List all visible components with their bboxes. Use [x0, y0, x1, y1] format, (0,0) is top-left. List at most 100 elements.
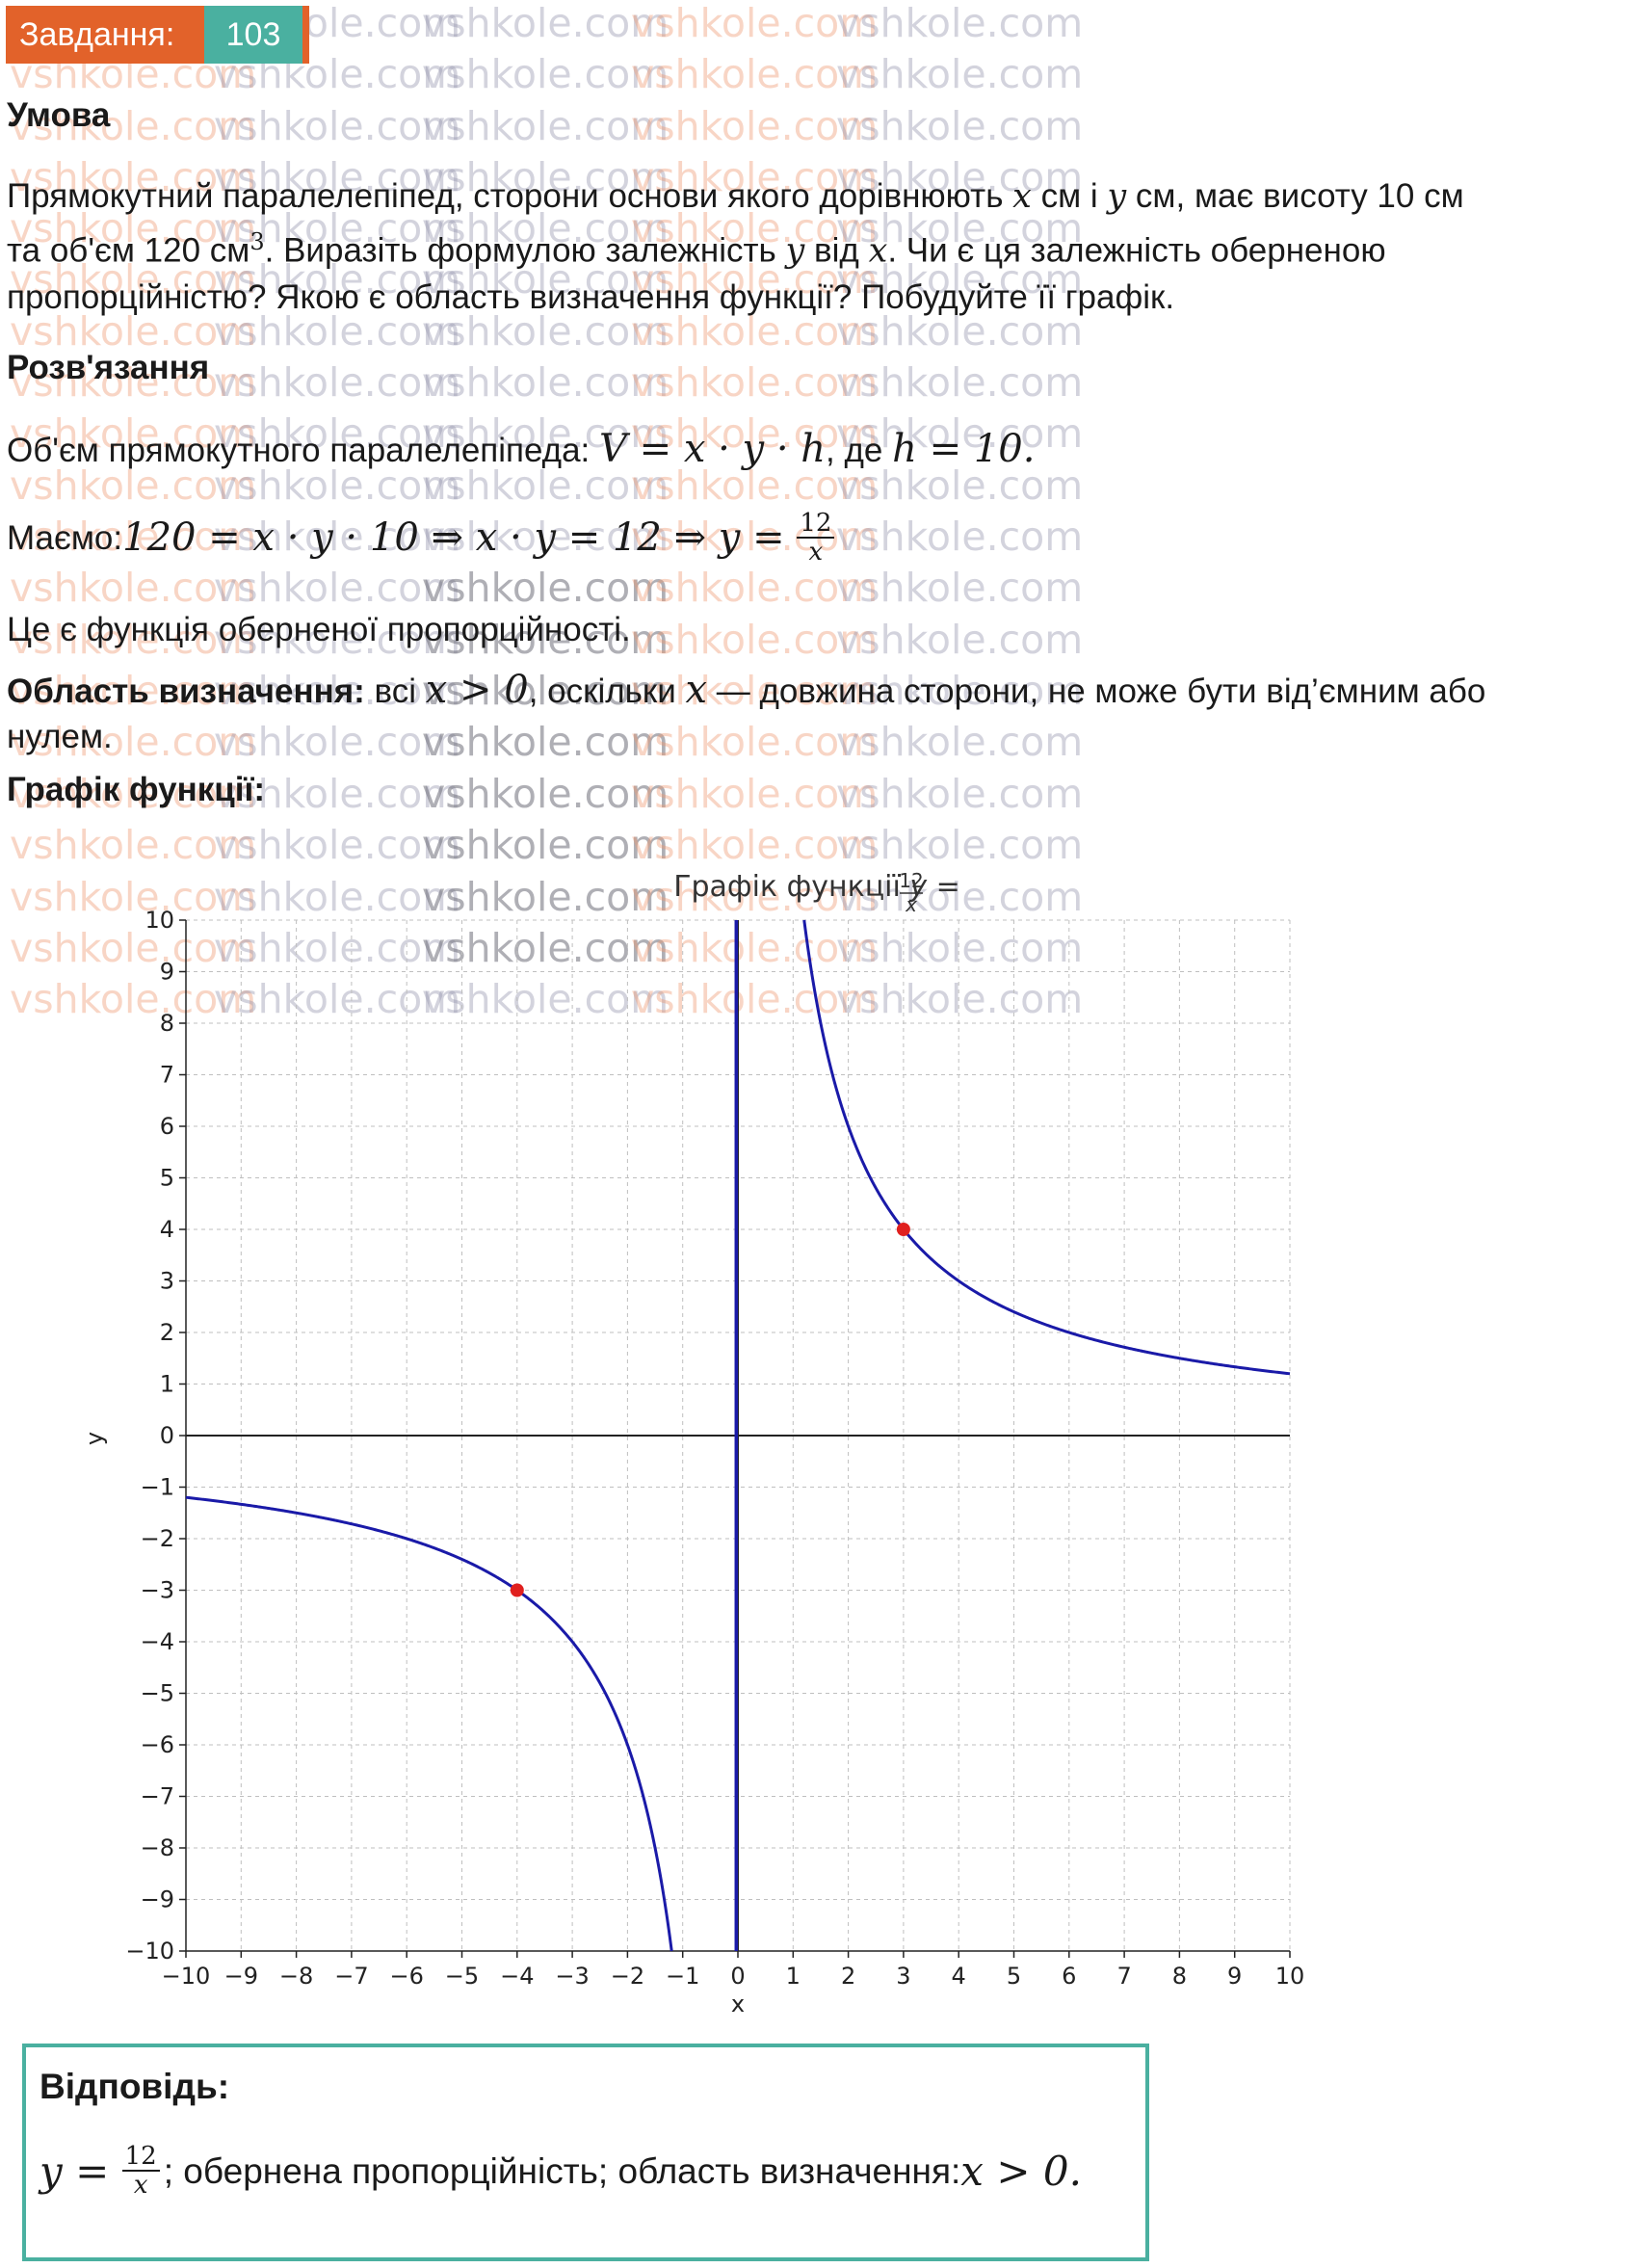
x-axis-label: x — [731, 1991, 745, 2017]
y-tick-label: −9 — [141, 1886, 174, 1913]
x-tick-label: 6 — [1062, 1963, 1076, 1990]
condition-text-5: . Виразіть формулою залежність — [264, 231, 786, 270]
chart-grid — [185, 919, 1291, 1952]
x-tick-label: −10 — [162, 1963, 211, 1990]
y-tick-label: 8 — [160, 1010, 174, 1037]
x-tick-label: 2 — [841, 1963, 855, 1990]
var-y: y — [785, 231, 805, 271]
chart-title-denominator: x — [905, 893, 917, 916]
y-tick-label: 3 — [160, 1268, 174, 1295]
condition-line-3: пропорційністю? Якою є область визначенн… — [7, 277, 1175, 316]
x-tick-label: 10 — [1275, 1963, 1305, 1990]
have-text: Маємо: — [7, 519, 123, 558]
domain-text-4: нулем. — [7, 718, 113, 755]
y-tick-label: −4 — [141, 1628, 174, 1655]
y-tick-label: 6 — [160, 1113, 174, 1140]
domain-label: Область визначення: — [7, 672, 365, 710]
condition-line-1: Прямокутний паралелепіпед, сторони основ… — [7, 173, 1615, 220]
x-tick-label: −3 — [555, 1963, 589, 1990]
domain-text: Область визначення: всі x > 0, оскільки … — [7, 668, 1615, 759]
y-tick-label: −8 — [141, 1834, 174, 1861]
x-tick-label: 4 — [952, 1963, 966, 1990]
y-tick-label: 10 — [144, 907, 174, 934]
x-tick-label: 0 — [730, 1963, 745, 1990]
answer-fraction-denominator: x — [133, 2171, 148, 2201]
have-formula: 120 = x · y · 10 ⇒ x · y = 12 ⇒ y = — [122, 515, 798, 561]
y-tick-label: 4 — [160, 1216, 174, 1243]
domain-text-3: — довжина сторони, не може бути від’ємни… — [707, 672, 1486, 710]
task-label: Завдання: — [19, 15, 175, 53]
var-x: x — [868, 231, 888, 271]
x-tick-label: 9 — [1227, 1963, 1242, 1990]
condition-text-3: см, має висоту 10 см — [1126, 177, 1464, 215]
x-tick-label: −4 — [500, 1963, 534, 1990]
condition-line-2: та об'єм 120 см3. Виразіть формулою зале… — [7, 220, 1615, 275]
fraction-denominator: x — [808, 538, 824, 567]
condition-text-1: Прямокутний паралелепіпед, сторони основ… — [7, 177, 1013, 215]
inverse-text: Це є функція оберненої пропорційності. — [7, 611, 631, 648]
volume-where: , де — [826, 432, 893, 469]
highlighted-point — [510, 1583, 524, 1597]
answer-domain: x > 0. — [960, 2148, 1082, 2196]
answer-line: y = 12 x ; обернена пропорційність; облас… — [39, 2143, 1082, 2201]
answer-fraction-numerator: 12 — [121, 2143, 160, 2173]
answer-text: ; обернена пропорційність; область визна… — [163, 2150, 961, 2191]
y-tick-label: 7 — [160, 1062, 174, 1089]
y-tick-label: 5 — [160, 1165, 174, 1192]
x-tick-label: −6 — [390, 1963, 424, 1990]
solution-heading: Розв'язання — [7, 349, 210, 386]
x-tick-label: −1 — [666, 1963, 699, 1990]
x-tick-label: 8 — [1172, 1963, 1187, 1990]
condition-text-4: та об'єм 120 см — [7, 231, 250, 270]
chart-title: Графік функції y = — [673, 870, 960, 904]
chart-curve — [185, 919, 1291, 1952]
condition-heading: Умова — [7, 96, 111, 134]
y-tick-label: −10 — [125, 1938, 174, 1965]
y-tick-label: −6 — [141, 1731, 174, 1758]
x-tick-label: −5 — [445, 1963, 479, 1990]
answer-fraction: 12 x — [121, 2143, 160, 2201]
volume-formula: V = x · y · h — [599, 427, 827, 471]
y-tick-label: −5 — [141, 1680, 174, 1707]
var-x: x — [1012, 177, 1032, 216]
var-y: y — [1107, 177, 1127, 216]
condition-text-7: . Чи є ця залежність оберненою — [887, 231, 1386, 270]
x-tick-label: −7 — [334, 1963, 368, 1990]
chart-svg: −10 −9 −8 −7 −6 −5 −4 −3 −2 −1 0 1 2 3 4 5 6 7 8 9 10−10−9−8… — [81, 869, 1304, 2017]
x-tick-label: −2 — [611, 1963, 644, 1990]
chart-title-numerator: 12 — [899, 869, 923, 892]
curve-branch-positive — [802, 919, 1291, 1376]
y-tick-label: −1 — [141, 1474, 174, 1501]
have-line: Маємо: 120 = x · y · 10 ⇒ x · y = 12 ⇒ y… — [7, 510, 1615, 567]
answer-lhs: y = — [39, 2148, 122, 2196]
cube-superscript: 3 — [249, 228, 265, 255]
chart-title-eq: = — [927, 870, 960, 904]
x-tick-label: 5 — [1007, 1963, 1021, 1990]
x-tick-label: −9 — [224, 1963, 258, 1990]
chart-ticks: −10 −9 −8 −7 −6 −5 −4 −3 −2 −1 0 1 2 3 4 5 6 7 8 9 10−10−9−8… — [125, 907, 1304, 1990]
y-tick-label: 9 — [160, 959, 174, 986]
domain-formula: x > 0 — [425, 668, 529, 712]
x-tick-label: −8 — [279, 1963, 313, 1990]
graph-label: Графік функції: — [7, 771, 265, 808]
var-x: x — [685, 668, 708, 712]
task-badge: Завдання: 103 — [6, 6, 309, 64]
y-tick-label: −7 — [141, 1783, 174, 1810]
volume-line: Об'єм прямокутного паралелепіпеда: V = x… — [7, 427, 1615, 473]
condition-text: Прямокутний паралелепіпед, сторони основ… — [7, 173, 1615, 320]
domain-text-2: , оскільки — [528, 672, 686, 710]
chart-title-prefix: Графік функції — [673, 870, 909, 904]
task-number: 103 — [204, 6, 302, 64]
x-tick-label: 3 — [896, 1963, 910, 1990]
volume-text: Об'єм прямокутного паралелепіпеда: — [7, 432, 599, 469]
y-tick-label: 0 — [160, 1422, 174, 1449]
x-tick-label: 7 — [1116, 1963, 1131, 1990]
highlighted-point — [896, 1223, 910, 1236]
chart-title-y: y — [908, 870, 928, 904]
chart-points — [510, 1223, 910, 1597]
condition-text-2: см і — [1031, 177, 1108, 215]
y-tick-label: 2 — [160, 1319, 174, 1346]
answer-heading: Відповідь: — [39, 2067, 230, 2106]
y-tick-label: −2 — [141, 1525, 174, 1552]
volume-h: h = 10. — [892, 427, 1036, 471]
